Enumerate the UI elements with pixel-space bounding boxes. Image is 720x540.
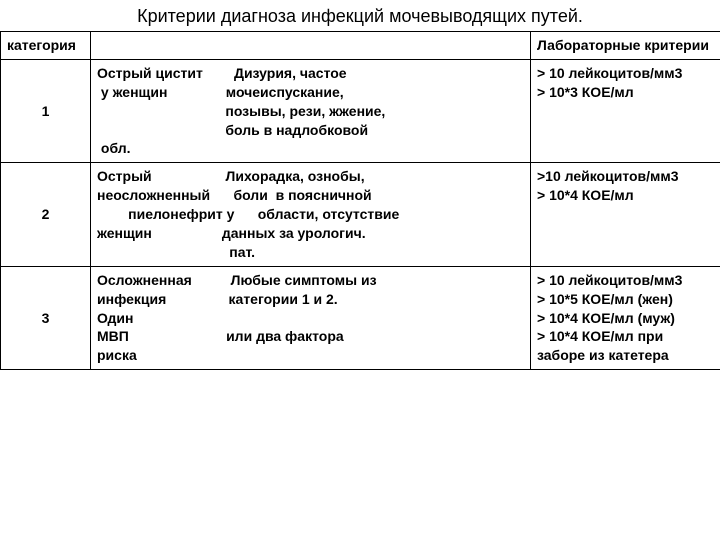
cell-lab: > 10 лейкоцитов/мм3 > 10*3 КОЕ/мл [531, 59, 720, 162]
table-row: 2 Острый Лихорадка, ознобы, неосложненны… [1, 163, 720, 266]
cell-category: 3 [1, 266, 91, 369]
cell-lab: >10 лейкоцитов/мм3 > 10*4 КОЕ/мл [531, 163, 720, 266]
header-desc [91, 32, 531, 60]
cell-desc: Осложненная Любые симптомы из инфекция к… [91, 266, 531, 369]
cell-lab: > 10 лейкоцитов/мм3 > 10*5 КОЕ/мл (жен) … [531, 266, 720, 369]
table-row: 3 Осложненная Любые симптомы из инфекция… [1, 266, 720, 369]
criteria-table: категория Лабораторные критерии 1 Острый… [0, 31, 720, 370]
table-row: 1 Острый цистит Дизурия, частое у женщин… [1, 59, 720, 162]
table-header-row: категория Лабораторные критерии [1, 32, 720, 60]
cell-desc: Острый цистит Дизурия, частое у женщин м… [91, 59, 531, 162]
header-lab: Лабораторные критерии [531, 32, 720, 60]
page-title: Критерии диагноза инфекций мочевыводящих… [0, 0, 720, 31]
cell-category: 1 [1, 59, 91, 162]
cell-category: 2 [1, 163, 91, 266]
cell-desc: Острый Лихорадка, ознобы, неосложненный … [91, 163, 531, 266]
header-category: категория [1, 32, 91, 60]
